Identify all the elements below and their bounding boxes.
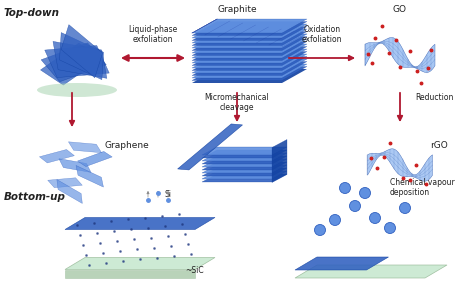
Text: Top-down: Top-down: [4, 8, 60, 18]
Polygon shape: [192, 21, 307, 35]
Polygon shape: [295, 257, 389, 270]
Polygon shape: [192, 44, 307, 58]
Polygon shape: [192, 51, 307, 65]
Polygon shape: [65, 257, 215, 269]
Text: ~SiC: ~SiC: [185, 266, 204, 275]
Polygon shape: [192, 69, 307, 83]
Polygon shape: [41, 43, 106, 82]
Polygon shape: [41, 43, 101, 85]
Polygon shape: [202, 162, 287, 170]
Circle shape: [359, 188, 371, 198]
Polygon shape: [39, 150, 74, 163]
Polygon shape: [192, 27, 307, 41]
Text: Chemical vapour
deposition: Chemical vapour deposition: [390, 178, 455, 197]
Polygon shape: [202, 174, 287, 182]
Text: Bottom-up: Bottom-up: [4, 192, 66, 202]
Polygon shape: [192, 61, 307, 76]
Polygon shape: [65, 269, 195, 277]
Polygon shape: [65, 217, 215, 229]
Polygon shape: [202, 153, 287, 161]
Polygon shape: [178, 124, 243, 170]
Polygon shape: [57, 180, 82, 203]
Circle shape: [339, 182, 350, 194]
Polygon shape: [60, 33, 104, 80]
Polygon shape: [202, 171, 287, 179]
Polygon shape: [295, 265, 447, 278]
Text: Micromechanical
cleavage: Micromechanical cleavage: [205, 93, 269, 112]
Polygon shape: [202, 147, 287, 155]
Circle shape: [384, 223, 395, 233]
Polygon shape: [272, 140, 287, 182]
Polygon shape: [48, 178, 82, 188]
Polygon shape: [53, 41, 107, 78]
Text: Oxidation
exfoliation: Oxidation exfoliation: [302, 25, 342, 44]
Text: Graphene: Graphene: [105, 141, 150, 150]
Polygon shape: [192, 29, 307, 43]
Text: Liquid-phase
exfoliation: Liquid-phase exfoliation: [128, 25, 178, 44]
Polygon shape: [192, 37, 307, 51]
Text: Reduction: Reduction: [415, 93, 453, 102]
Polygon shape: [192, 31, 307, 45]
Polygon shape: [192, 49, 307, 63]
Circle shape: [349, 200, 361, 212]
Circle shape: [370, 212, 381, 223]
Polygon shape: [77, 152, 112, 166]
Polygon shape: [365, 37, 435, 73]
Polygon shape: [192, 47, 307, 61]
Polygon shape: [192, 24, 307, 38]
Ellipse shape: [37, 83, 117, 97]
Polygon shape: [192, 59, 307, 73]
Polygon shape: [192, 67, 307, 80]
Polygon shape: [192, 34, 307, 48]
Polygon shape: [192, 57, 307, 71]
Polygon shape: [202, 168, 287, 176]
Polygon shape: [61, 25, 102, 78]
Polygon shape: [192, 41, 307, 55]
Text: Graphite: Graphite: [217, 5, 257, 14]
Polygon shape: [202, 165, 287, 173]
Polygon shape: [367, 149, 432, 181]
Polygon shape: [59, 159, 91, 172]
Text: GO: GO: [393, 5, 407, 14]
Polygon shape: [202, 150, 287, 158]
Circle shape: [400, 202, 410, 214]
Polygon shape: [68, 142, 101, 153]
Polygon shape: [202, 156, 287, 164]
Circle shape: [315, 225, 326, 235]
Polygon shape: [192, 19, 307, 33]
Polygon shape: [45, 45, 109, 78]
Text: rGO: rGO: [430, 141, 448, 150]
Polygon shape: [192, 39, 307, 53]
Polygon shape: [192, 54, 307, 68]
Text: Si: Si: [165, 190, 172, 199]
Polygon shape: [76, 166, 103, 187]
Circle shape: [329, 214, 340, 225]
Polygon shape: [192, 64, 307, 78]
Polygon shape: [202, 159, 287, 167]
